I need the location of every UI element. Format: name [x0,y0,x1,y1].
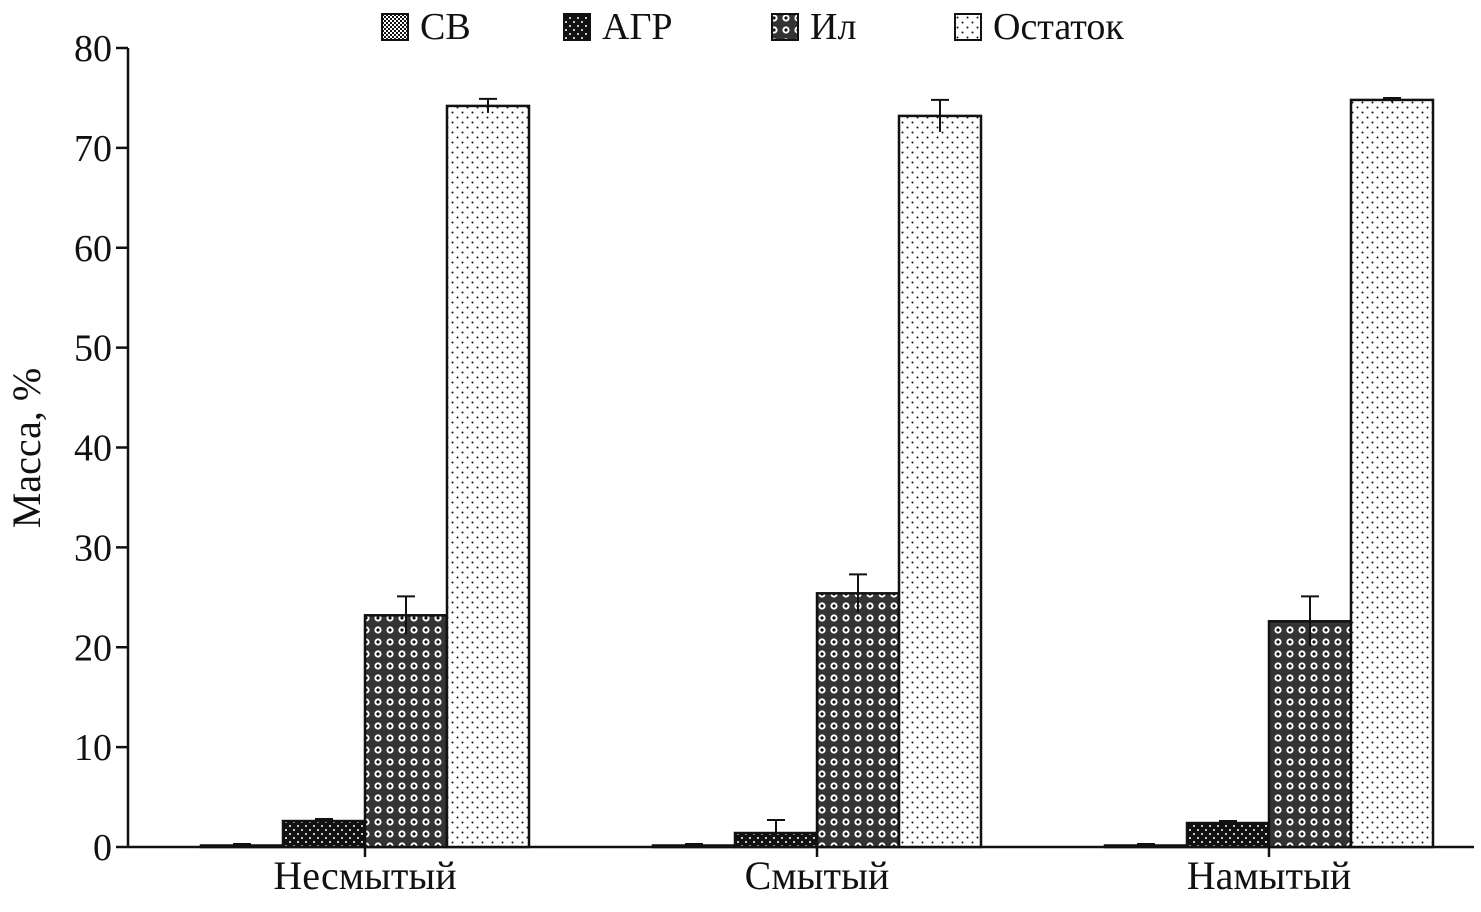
y-axis-title: Масса, % [4,368,49,528]
legend-label: Ил [810,6,856,48]
y-tick-label: 0 [93,827,112,869]
bar-4-3 [1349,98,1435,849]
bar-4-1 [445,104,531,849]
y-tick-label: 70 [74,128,112,170]
legend-label: СВ [420,6,471,48]
legend: СВ АГР Ил Остаток [381,6,1124,48]
legend-swatch [563,13,591,41]
x-category-label: Смытый [745,853,890,898]
y-tick-label: 30 [74,527,112,569]
bar-3-3 [1267,620,1353,849]
legend-swatch [381,13,409,41]
legend-swatch [954,13,982,41]
x-category-label: Несмытый [273,853,456,898]
bar-2-3 [1185,821,1271,849]
y-tick-label: 80 [74,28,112,70]
x-category-label: Намытый [1187,853,1352,898]
legend-label: Остаток [993,6,1124,48]
legend-swatch [771,13,799,41]
y-tick-label: 10 [74,727,112,769]
y-axis: 0 10 20 30 40 50 60 70 80 [74,28,130,869]
legend-label: АГР [602,6,673,48]
bar-2-1 [281,819,367,849]
bar-3-1 [363,614,449,849]
y-tick-label: 60 [74,228,112,270]
y-tick-label: 40 [74,428,112,470]
y-tick-label: 20 [74,627,112,669]
bar-3-2 [815,592,901,849]
x-axis: Несмытый Смытый Намытый [128,845,1474,898]
bar-4-2 [897,114,983,849]
bars [199,96,1435,849]
y-tick-label: 50 [74,328,112,370]
